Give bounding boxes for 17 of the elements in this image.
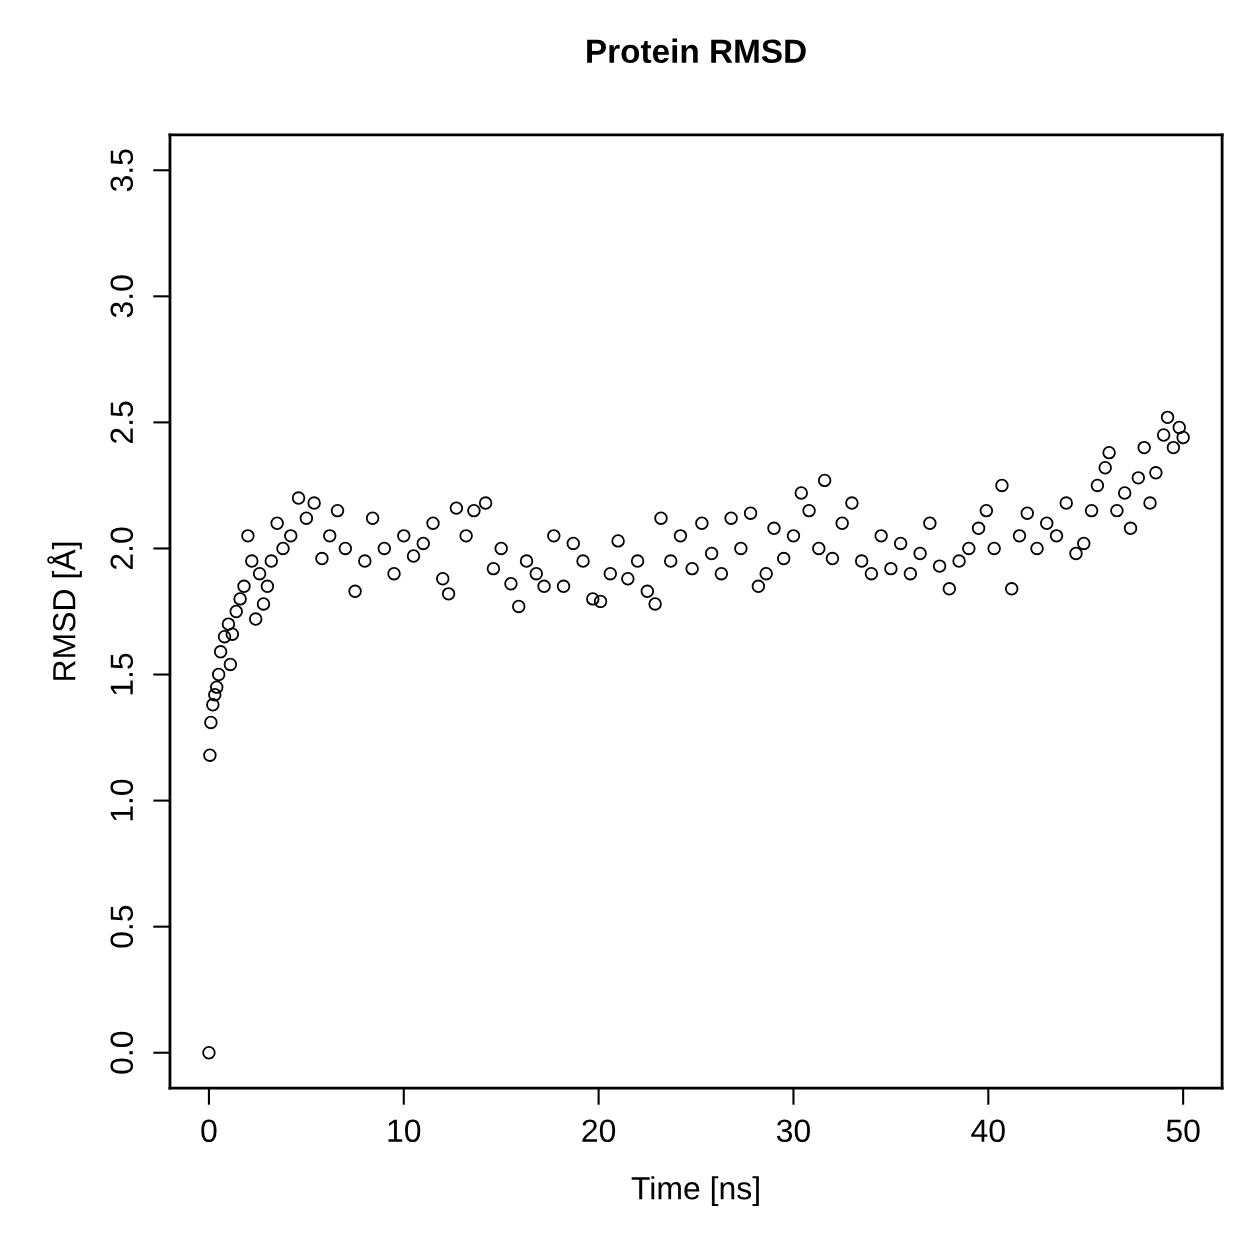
y-tick-label: 3.0 <box>110 275 134 318</box>
x-tick-label: 50 <box>1166 1119 1200 1143</box>
x-tick-label: 10 <box>388 1119 421 1143</box>
y-tick-label: 3.5 <box>110 149 134 192</box>
y-tick-label: 2.5 <box>110 401 134 443</box>
y-tick-label: 0.0 <box>110 1031 134 1074</box>
y-tick-label: 1.5 <box>110 653 134 695</box>
y-tick-label: 0.5 <box>110 905 134 948</box>
x-tick-label: 30 <box>776 1119 810 1143</box>
y-axis-title: RMSD [Å] <box>47 542 82 680</box>
chart-title: Protein RMSD <box>587 38 806 64</box>
y-tick-label: 2.0 <box>110 527 134 570</box>
x-tick-label: 0 <box>201 1119 217 1143</box>
y-tick-label: 1.0 <box>110 779 134 821</box>
x-tick-label: 20 <box>582 1119 616 1143</box>
x-tick-label: 40 <box>971 1119 1005 1143</box>
x-axis-title: Time [ns] <box>631 1176 759 1206</box>
